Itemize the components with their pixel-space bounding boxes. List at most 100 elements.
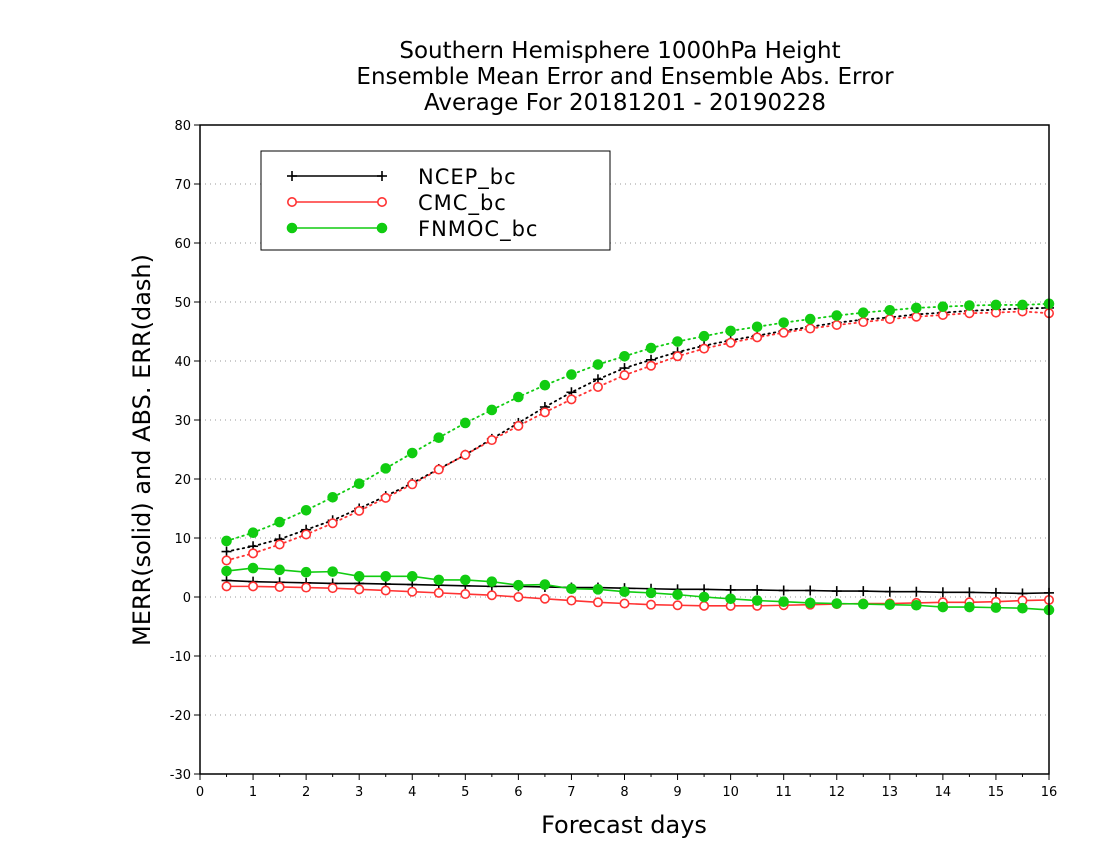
y-tick-label: 50 <box>174 296 191 311</box>
y-axis-label: MERR(solid) and ABS. ERR(dash) <box>128 254 156 646</box>
abs-err-point <box>778 327 789 338</box>
merr-point <box>566 595 577 606</box>
abs-err-point <box>539 379 551 391</box>
abs-err-point <box>672 336 683 347</box>
abs-err-point <box>221 535 232 547</box>
abs-err-point <box>646 360 657 371</box>
x-tick-label: 16 <box>1041 785 1058 800</box>
y-tick-label: -20 <box>170 709 191 724</box>
x-tick-label: 1 <box>249 785 257 800</box>
legend-label: FNMOC_bc <box>418 217 538 242</box>
abs-err-point <box>911 311 922 322</box>
merr-point <box>300 566 312 578</box>
y-tick-label: 30 <box>174 414 191 429</box>
merr-point <box>884 599 896 610</box>
abs-err-point <box>221 546 232 557</box>
legend-marker <box>287 171 297 181</box>
abs-err-point <box>884 314 895 325</box>
merr-point <box>407 586 418 597</box>
merr-point <box>433 587 444 598</box>
merr-point <box>327 566 338 577</box>
legend-entry-cmc-bc: CMC_bc <box>286 191 507 216</box>
y-tick-label: 40 <box>174 355 191 370</box>
abs-err-point <box>407 479 418 490</box>
merr-point <box>672 589 683 600</box>
abs-err-point <box>380 492 391 503</box>
abs-err-point <box>592 359 604 370</box>
abs-err-point <box>566 369 577 380</box>
merr-point <box>752 584 763 595</box>
legend-entry-fnmoc-bc: FNMOC_bc <box>286 217 538 242</box>
y-tick-label: 60 <box>174 237 191 252</box>
y-tick-label: 10 <box>174 532 191 547</box>
abs-err-point <box>460 449 471 460</box>
legend-label: CMC_bc <box>418 191 507 216</box>
x-tick-label: 5 <box>461 785 469 800</box>
merr-point <box>486 576 498 587</box>
abs-err-point <box>619 370 630 381</box>
abs-err-point <box>513 391 524 403</box>
abs-err-point <box>884 304 896 316</box>
abs-err-point <box>592 381 603 392</box>
abs-err-point <box>964 300 975 311</box>
abs-err-point <box>566 394 577 405</box>
legend-label: NCEP_bc <box>418 165 517 190</box>
abs-err-point <box>831 320 842 331</box>
grid <box>200 183 1049 716</box>
abs-err-point <box>619 350 630 362</box>
merr-point <box>221 565 232 577</box>
merr-point <box>645 587 657 599</box>
merr-line-cmc-bc <box>226 585 1050 607</box>
merr-point <box>672 600 683 611</box>
merr-point <box>354 584 365 595</box>
abs-err-point <box>751 321 763 333</box>
merr-point <box>964 587 975 598</box>
series-cmc-bc <box>221 306 1055 611</box>
y-tick-label: 0 <box>183 591 191 606</box>
merr-point <box>990 602 1002 613</box>
merr-point <box>301 582 312 593</box>
merr-point <box>486 590 497 601</box>
abs-err-point <box>327 518 338 529</box>
abs-err-point <box>353 478 365 490</box>
abs-err-point <box>1017 299 1028 311</box>
merr-point <box>247 562 259 574</box>
x-tick-label: 7 <box>567 785 575 800</box>
merr-point <box>353 571 365 582</box>
abs-err-point <box>937 309 948 320</box>
merr-point <box>539 579 551 590</box>
legend-box <box>260 150 611 251</box>
merr-point <box>831 586 842 597</box>
merr-point <box>433 574 445 586</box>
series-fnmoc-bc <box>221 298 1055 616</box>
x-tick-label: 2 <box>302 785 310 800</box>
abs-err-point <box>539 407 550 418</box>
abs-err-point <box>752 332 763 343</box>
abs-err-point <box>778 317 789 328</box>
merr-point <box>831 598 843 609</box>
abs-err-point <box>486 435 497 446</box>
abs-err-point <box>247 527 259 538</box>
x-tick-label: 9 <box>673 785 681 800</box>
legend-entry-ncep-bc: NCEP_bc <box>287 165 517 190</box>
abs-err-point <box>698 330 710 342</box>
plot-frame <box>199 124 1050 775</box>
merr-point <box>884 586 895 597</box>
merr-point <box>619 586 630 597</box>
abs-err-point <box>937 301 949 313</box>
merr-point <box>248 581 259 592</box>
abs-err-point <box>699 343 710 354</box>
merr-point <box>911 599 922 611</box>
chart-title-line-1: Southern Hemisphere 1000hPa Height <box>399 38 840 64</box>
merr-point <box>274 564 285 576</box>
abs-err-line-cmc-bc <box>225 310 1050 562</box>
abs-err-point <box>300 504 312 516</box>
x-tick-label: 10 <box>722 785 739 800</box>
abs-err-point <box>221 555 232 566</box>
y-tick-label: -10 <box>170 650 191 665</box>
x-tick-label: 3 <box>355 785 363 800</box>
merr-point <box>327 583 338 594</box>
